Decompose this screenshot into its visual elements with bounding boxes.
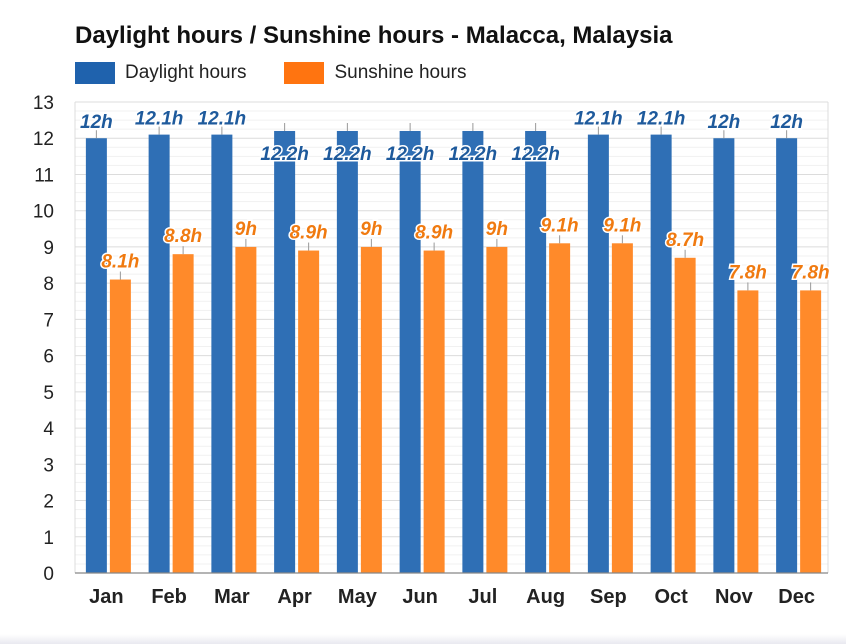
x-tick-label: Oct	[654, 586, 688, 608]
data-label-sunshine: 8.8h	[164, 226, 202, 247]
y-tick-label: 5	[43, 383, 54, 404]
data-label-daylight: 12.2h	[260, 144, 309, 165]
data-label-sunshine: 8.1h	[101, 252, 139, 273]
data-label-daylight: 12h	[770, 112, 803, 133]
bar-sunshine	[549, 243, 571, 574]
bar-sunshine	[486, 246, 508, 573]
bar-daylight	[650, 134, 672, 573]
x-tick-label: Feb	[151, 586, 187, 608]
bar-daylight	[336, 130, 358, 573]
x-tick-label: Jun	[402, 586, 438, 608]
y-tick-label: 8	[43, 274, 54, 295]
bar-daylight	[462, 130, 484, 573]
legend-swatch-sunshine	[284, 62, 325, 84]
y-tick-label: 12	[33, 129, 54, 150]
data-label-sunshine: 9h	[235, 219, 257, 240]
y-tick-label: 6	[43, 347, 54, 368]
x-tick-label: Mar	[214, 586, 250, 608]
x-tick-label: Jul	[468, 586, 497, 608]
data-label-sunshine: 9.1h	[541, 215, 579, 236]
x-tick-label: Apr	[277, 586, 312, 608]
x-tick-label: May	[338, 586, 378, 608]
x-tick-label: Jan	[89, 586, 123, 608]
bar-daylight	[274, 130, 296, 573]
data-label-daylight: 12.1h	[198, 109, 247, 130]
bar-daylight	[211, 134, 233, 573]
x-tick-label: Aug	[526, 586, 565, 608]
chart-title: Daylight hours / Sunshine hours - Malacc…	[75, 22, 673, 49]
y-tick-label: 7	[43, 310, 54, 331]
data-label-daylight: 12.1h	[637, 109, 686, 130]
data-label-daylight: 12.2h	[323, 144, 372, 165]
legend-swatch-daylight	[75, 62, 115, 84]
bar-daylight	[587, 134, 609, 573]
bar-sunshine	[172, 254, 194, 573]
data-label-daylight: 12.2h	[449, 144, 498, 165]
x-tick-label: Dec	[778, 586, 815, 608]
bar-sunshine	[235, 246, 257, 573]
data-label-daylight: 12h	[708, 112, 741, 133]
bar-daylight	[776, 138, 798, 573]
y-tick-label: 1	[43, 528, 54, 549]
x-tick-label: Sep	[590, 586, 627, 608]
y-tick-label: 0	[43, 564, 54, 585]
bar-sunshine	[611, 243, 633, 574]
y-tick-label: 2	[43, 492, 54, 513]
bar-sunshine	[423, 250, 445, 574]
legend-item-sunshine[interactable]: Sunshine hours	[284, 62, 467, 84]
bar-daylight	[148, 134, 170, 573]
bottom-strip	[0, 634, 846, 644]
bar-sunshine	[800, 290, 822, 573]
y-tick-label: 4	[43, 419, 54, 440]
legend-label-daylight: Daylight hours	[125, 62, 247, 83]
legend: Daylight hours Sunshine hours	[75, 62, 505, 84]
bar-sunshine	[298, 250, 320, 574]
data-label-daylight: 12h	[80, 112, 113, 133]
bar-sunshine	[674, 257, 696, 573]
y-tick-label: 9	[43, 238, 54, 259]
data-label-sunshine: 8.9h	[290, 223, 328, 244]
data-label-sunshine: 9h	[360, 219, 382, 240]
data-label-daylight: 12.1h	[574, 109, 623, 130]
bar-daylight	[399, 130, 421, 573]
y-tick-label: 3	[43, 455, 54, 476]
bar-sunshine	[109, 279, 131, 573]
x-tick-label: Nov	[715, 586, 754, 608]
y-tick-label: 11	[34, 165, 54, 186]
y-tick-label: 13	[33, 93, 54, 114]
bar-sunshine	[360, 246, 382, 573]
bar-daylight	[525, 130, 547, 573]
data-label-daylight: 12.2h	[511, 144, 560, 165]
data-label-daylight: 12.1h	[135, 109, 184, 130]
legend-label-sunshine: Sunshine hours	[334, 62, 467, 83]
data-label-sunshine: 7.8h	[792, 262, 830, 283]
bar-daylight	[713, 138, 735, 573]
data-label-sunshine: 7.8h	[729, 262, 767, 283]
data-label-sunshine: 8.7h	[666, 230, 704, 251]
data-label-daylight: 12.2h	[386, 144, 435, 165]
data-label-sunshine: 9h	[486, 219, 508, 240]
data-label-sunshine: 8.9h	[415, 223, 453, 244]
legend-item-daylight[interactable]: Daylight hours	[75, 62, 246, 84]
bar-sunshine	[737, 290, 759, 573]
bar-daylight	[85, 138, 107, 573]
y-tick-label: 10	[33, 202, 54, 223]
data-label-sunshine: 9.1h	[603, 215, 641, 236]
